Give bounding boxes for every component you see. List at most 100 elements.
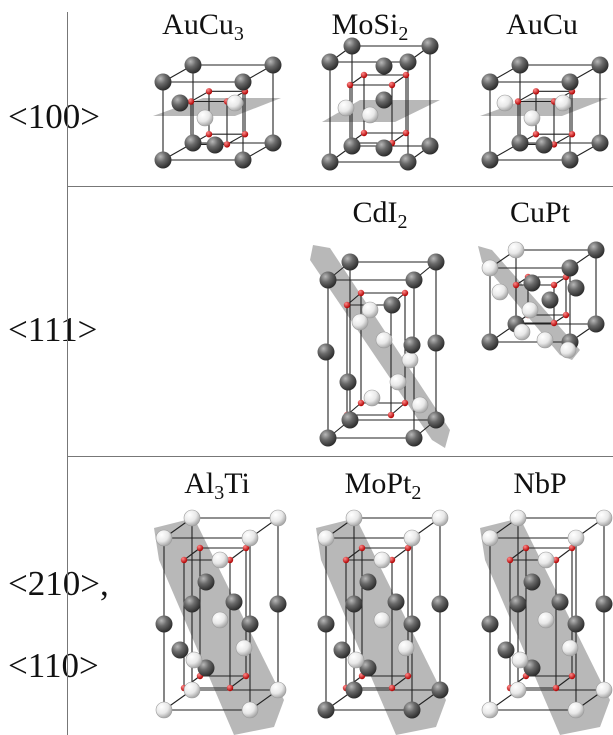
cell-cupt-small-atom	[550, 319, 558, 327]
cell-cdi2-atom	[427, 334, 445, 352]
cell-cupt-corner-atom	[561, 259, 579, 277]
cell-al3ti-corner-atom	[155, 701, 173, 719]
cell-cdi2-atom	[351, 313, 369, 331]
cell-cupt-atom	[491, 283, 509, 301]
cell-nbp-atom	[497, 641, 515, 659]
cell-mosi2-atom	[375, 57, 393, 75]
cell-mosi2-atom	[361, 106, 379, 124]
cell-cupt-atom	[521, 301, 539, 319]
cell-cdi2-atom	[339, 373, 357, 391]
cell-mosi2-corner-atom	[421, 37, 439, 55]
cell-cdi2-small-atom	[357, 399, 365, 407]
cell-mosi2-atom	[337, 99, 355, 117]
title-mopt2: MoPt2	[344, 467, 422, 504]
cell-nbp-atom	[595, 595, 613, 613]
cell-al3ti-atom	[197, 573, 215, 591]
cell-nbp	[480, 509, 613, 735]
cell-nbp-atom	[551, 593, 569, 611]
cell-mosi2-small-atom	[388, 81, 396, 89]
cell-aucu3-corner-atom	[234, 151, 252, 169]
row-divider-2	[67, 456, 613, 457]
cell-mopt2-small-atom	[388, 556, 396, 564]
cell-al3ti-atom	[155, 615, 173, 633]
title-mosi2: MoSi2	[331, 8, 409, 45]
cell-cdi2-atom	[361, 301, 379, 319]
title-cupt: CuPt	[509, 196, 571, 229]
cell-aucu3-corner-atom	[154, 73, 172, 91]
cell-nbp-corner-atom	[567, 529, 585, 547]
cell-mopt2-atom	[345, 595, 363, 613]
cell-mopt2-corner-atom	[345, 509, 363, 527]
cell-al3ti-atom	[183, 595, 201, 613]
cell-cupt-corner-atom	[481, 259, 499, 277]
cell-mopt2-atom	[431, 595, 449, 613]
cell-nbp-atom	[537, 551, 555, 569]
cell-mosi2-small-atom	[360, 71, 368, 79]
cell-al3ti-small-atom	[242, 544, 250, 552]
cell-al3ti-small-atom	[226, 556, 234, 564]
cell-mosi2-corner-atom	[321, 53, 339, 71]
cell-mopt2-atom	[359, 659, 377, 677]
cell-mopt2-atom	[359, 573, 377, 591]
cell-cdi2-atom	[401, 351, 419, 369]
cell-nbp-atom	[537, 611, 555, 629]
cell-cdi2-atom	[383, 296, 401, 314]
cell-al3ti-small-atom	[226, 684, 234, 692]
cell-nbp-corner-atom	[481, 529, 499, 547]
cell-mopt2-atom	[387, 593, 405, 611]
cell-nbp-corner-atom	[567, 701, 585, 719]
cell-mopt2-atom	[403, 615, 421, 633]
cell-cdi2-small-atom	[401, 289, 409, 297]
cell-al3ti-small-atom	[242, 672, 250, 680]
cell-nbp-atom	[481, 615, 499, 633]
cell-aucu-small-atom	[514, 98, 522, 105]
cell-nbp-small-atom	[552, 684, 560, 692]
cell-al3ti-atom	[211, 551, 229, 569]
cell-aucu3-corner-atom	[264, 56, 282, 74]
cell-cupt-corner-atom	[481, 333, 499, 351]
cell-cupt-corner-atom	[587, 241, 605, 259]
cell-cdi2-atom	[411, 396, 429, 414]
cell-cdi2-atom	[403, 336, 421, 354]
cell-mosi2-corner-atom	[343, 137, 361, 155]
cell-cdi2-corner-atom	[405, 271, 423, 289]
cell-aucu-atom	[496, 94, 514, 112]
cell-al3ti-corner-atom	[155, 529, 173, 547]
cell-mopt2-atom	[373, 551, 391, 569]
cell-mopt2-small-atom	[404, 672, 412, 680]
cell-mopt2-corner-atom	[317, 701, 335, 719]
cell-aucu3-atom	[196, 109, 214, 127]
cell-aucu3-corner-atom	[234, 73, 252, 91]
cell-nbp-atom	[511, 651, 529, 669]
cell-al3ti-atom	[235, 639, 253, 657]
cell-mopt2-small-atom	[388, 684, 396, 692]
cell-al3ti-corner-atom	[269, 681, 287, 699]
cell-cupt-small-atom	[512, 281, 520, 289]
cell-aucu-corner-atom	[511, 134, 529, 152]
cell-cdi2-atom	[317, 343, 335, 361]
cell-cdi2-corner-atom	[405, 429, 423, 447]
cell-al3ti	[154, 509, 287, 735]
cell-cdi2-small-atom	[387, 411, 395, 419]
cell-al3ti-small-atom	[196, 544, 204, 552]
cell-mopt2-atom	[347, 651, 365, 669]
cell-cupt-atom	[513, 323, 531, 341]
cell-mopt2-small-atom	[342, 556, 350, 564]
cell-aucu-corner-atom	[481, 151, 499, 169]
cell-mopt2	[316, 509, 449, 735]
cell-mopt2-corner-atom	[403, 701, 421, 719]
cell-mopt2-corner-atom	[317, 529, 335, 547]
cell-al3ti-corner-atom	[241, 701, 259, 719]
cell-aucu3-small-atom	[205, 88, 213, 95]
cell-mosi2-small-atom	[360, 129, 368, 137]
title-al3ti: Al3Ti	[184, 467, 250, 504]
cell-cdi2	[310, 245, 450, 448]
cell-al3ti-corner-atom	[183, 681, 201, 699]
title-aucu3: AuCu3	[162, 8, 244, 45]
cell-al3ti-corner-atom	[269, 509, 287, 527]
vertical-divider	[67, 12, 68, 735]
cell-nbp-corner-atom	[509, 509, 527, 527]
cell-aucu-corner-atom	[591, 134, 609, 152]
cell-aucu3	[153, 56, 282, 169]
cell-aucu-small-atom	[568, 131, 576, 138]
